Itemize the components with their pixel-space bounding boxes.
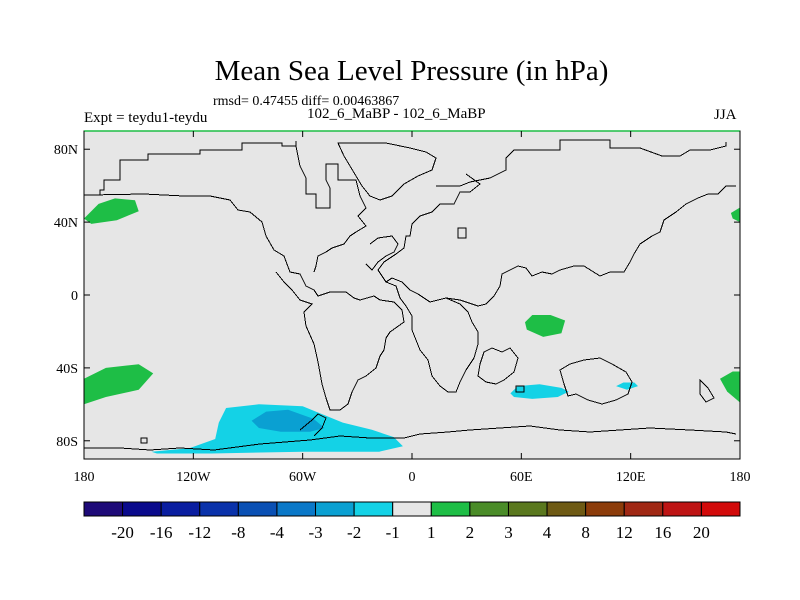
data-fill-layer <box>84 131 740 459</box>
y-tick-label: 80N <box>54 143 78 158</box>
colorbar-swatch <box>430 501 471 517</box>
region-south-atlantic-negative <box>510 384 569 399</box>
colorbar-swatch <box>160 501 201 517</box>
x-tick-label: 0 <box>409 470 416 485</box>
colorbar-swatch <box>83 501 124 517</box>
region-north-pacific-positive <box>84 198 139 224</box>
coastline-australia <box>559 357 633 405</box>
colorbar-label: -3 <box>308 523 322 542</box>
colorbar-swatch <box>353 501 394 517</box>
colorbar-swatch <box>469 501 509 517</box>
coastline-north-america-east <box>295 145 367 273</box>
region-south-pacific-positive-east <box>720 371 740 403</box>
colorbar-swatch <box>392 501 432 517</box>
coastline-south-asia-islands <box>477 347 519 385</box>
colorbar-swatch <box>623 501 664 517</box>
x-tick-label: 120E <box>616 470 646 485</box>
region-south-indian-negative <box>616 382 638 390</box>
colorbar-swatch <box>122 501 162 517</box>
coastline-americas <box>84 141 297 196</box>
y-tick-label: 40S <box>56 362 78 377</box>
colorbar-swatch <box>662 501 702 517</box>
colorbar-swatch <box>507 501 548 517</box>
colorbar-swatch <box>237 501 278 517</box>
coastline-africa <box>385 281 479 393</box>
colorbar-label: 20 <box>693 523 710 542</box>
background-field <box>84 131 740 459</box>
runs-label: 102_6_MaBP - 102_6_MaBP <box>307 106 486 122</box>
rmsd-diff-label: rmsd= 0.47455 diff= 0.00463867 <box>213 94 400 109</box>
axis-ticks: 180 120W 60W 0 60E 120E 180 80N 40N 0 40S 80S <box>54 131 751 485</box>
coastline-eurasia-south <box>377 173 736 307</box>
colorbar-label: 4 <box>543 523 552 542</box>
coastlines <box>84 139 737 451</box>
region-east-north-atlantic-positive <box>730 207 740 223</box>
y-tick-label: 0 <box>71 289 78 304</box>
coastline-alaska-canada <box>89 193 405 411</box>
y-tick-label: 40N <box>54 216 78 231</box>
colorbar-label: -2 <box>347 523 361 542</box>
x-tick-label: 180 <box>74 470 95 485</box>
coastline-small-islands <box>140 227 525 444</box>
x-tick-label: 60W <box>289 470 317 485</box>
colorbar: -20 -16 -12 -8 -4 -3 -2 -1 1 2 3 4 8 12 16 20 <box>83 501 741 542</box>
colorbar-label: -16 <box>150 523 173 542</box>
colorbar-swatch <box>199 501 239 517</box>
y-tick-label: 80S <box>56 435 78 450</box>
colorbar-label: 2 <box>466 523 475 542</box>
colorbar-swatch <box>315 501 355 517</box>
season-label: JJA <box>714 107 737 123</box>
colorbar-label: 8 <box>581 523 590 542</box>
colorbar-label: -1 <box>386 523 400 542</box>
x-tick-label: 120W <box>176 470 211 485</box>
coastline-mexico-central <box>365 235 399 271</box>
colorbar-label: 3 <box>504 523 513 542</box>
experiment-label: Expt = teydu1-teydu <box>84 110 208 126</box>
region-indian-ocean-positive <box>525 315 566 337</box>
coastline-antarctic-peninsula <box>299 413 327 437</box>
x-tick-label: 60E <box>510 470 533 485</box>
colorbar-label: -8 <box>231 523 245 542</box>
colorbar-label: -4 <box>270 523 285 542</box>
coastline-europe-asia <box>436 139 727 187</box>
region-antarctic-negative-core <box>251 409 325 432</box>
coastline-greenland <box>337 142 437 201</box>
colorbar-label: 1 <box>427 523 436 542</box>
chart-title: Mean Sea Level Pressure (in hPa) <box>214 55 609 87</box>
colorbar-label: -12 <box>188 523 211 542</box>
colorbar-label: 12 <box>616 523 633 542</box>
colorbar-swatch <box>585 501 625 517</box>
colorbar-label: 16 <box>654 523 671 542</box>
colorbar-swatch <box>276 501 317 517</box>
colorbar-swatch <box>546 501 587 517</box>
colorbar-swatch <box>700 501 741 517</box>
coastline-new-zealand <box>699 378 715 403</box>
region-south-pacific-positive-west <box>84 364 154 405</box>
coastline-antarctica <box>84 425 737 451</box>
x-tick-label: 180 <box>730 470 751 485</box>
colorbar-label: -20 <box>111 523 134 542</box>
